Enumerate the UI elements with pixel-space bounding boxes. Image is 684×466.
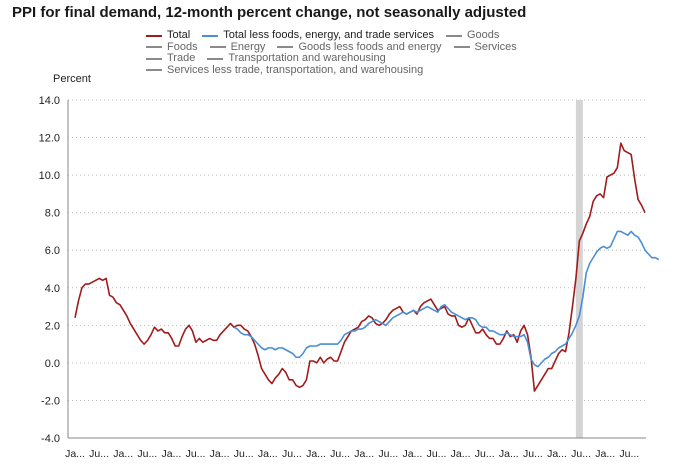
legend-label: Total less foods, energy, and trade serv… — [223, 29, 434, 42]
x-tick-label: Ja... — [65, 448, 85, 460]
x-tick-label: Ju... — [427, 448, 447, 460]
legend-swatch — [146, 57, 162, 60]
x-tick-label: Ja... — [210, 448, 230, 460]
legend-label: Transportation and warehousing — [228, 52, 386, 65]
x-tick-label: Ja... — [499, 448, 519, 460]
x-axis-ticks: Ja... Ju... Ja... Ju... Ja... Ju... Ja... Ju...… — [65, 448, 639, 460]
y-tick-label: 14.0 — [39, 95, 60, 107]
plot-frame — [67, 100, 646, 439]
legend-swatch — [202, 34, 219, 37]
x-tick-label: Ju... — [330, 448, 350, 460]
legend-swatch — [446, 34, 462, 37]
legend-label: Services less trade, transportation, and… — [167, 63, 424, 76]
legend-item[interactable]: Foods — [146, 40, 198, 54]
legend-label: Energy — [230, 40, 266, 53]
legend-label: Total — [167, 29, 191, 42]
x-tick-label: Ja... — [258, 448, 278, 460]
x-tick-label: Ju... — [475, 448, 495, 460]
y-tick-label: -4.0 — [41, 433, 60, 445]
y-tick-label: -2.0 — [41, 395, 60, 407]
legend-swatch — [207, 57, 224, 60]
recession-bar — [575, 100, 583, 438]
legend-item[interactable]: Services — [453, 40, 517, 54]
legend-item[interactable]: Total — [146, 30, 190, 42]
legend-item[interactable]: Goods less foods and energy — [277, 40, 442, 54]
legend-label: Trade — [167, 52, 196, 65]
legend-swatch — [146, 69, 162, 72]
legend-row: Total Total less foods, energy, and trade… — [146, 30, 546, 42]
chart-title: PPI for final demand, 12-month percent c… — [12, 4, 527, 21]
x-tick-label: Ja... — [451, 448, 471, 460]
y-tick-label: 4.0 — [45, 283, 60, 295]
x-tick-label: Ju... — [89, 448, 109, 460]
legend-swatch — [453, 46, 470, 49]
y-tick-label: 2.0 — [45, 320, 60, 332]
y-tick-label: 10.0 — [39, 170, 60, 182]
legend-label: Foods — [167, 40, 198, 53]
y-tick-label: 0.0 — [45, 358, 60, 370]
x-tick-label: Ju... — [378, 448, 398, 460]
legend-swatch — [209, 46, 226, 49]
legend-item[interactable]: Goods — [446, 30, 499, 42]
legend-swatch — [146, 46, 162, 49]
x-tick-label: Ja... — [306, 448, 326, 460]
legend-swatch — [146, 34, 162, 37]
legend-row: Foods Energy Goods less foods and energy Se… — [146, 40, 546, 54]
legend-item[interactable]: Trade — [146, 53, 195, 65]
series-lines — [74, 142, 660, 392]
x-tick-label: Ja... — [354, 448, 374, 460]
legend-swatch — [277, 46, 294, 49]
legend-label: Goods less foods and energy — [298, 40, 442, 53]
series-line-core — [233, 230, 660, 368]
legend-row: Services less trade, transportation, and… — [146, 63, 546, 77]
x-tick-label: Ja... — [113, 448, 133, 460]
legend-item[interactable]: Services less trade, transportation, and… — [146, 63, 424, 77]
y-axis-ticks: 14.0 12.0 10.0 8.0 6.0 4.0 2.0 0.0 -2.0 -4.0 — [39, 95, 60, 445]
legend-item[interactable]: Transportation and warehousing — [207, 52, 386, 65]
legend-item[interactable]: Energy — [209, 40, 266, 54]
x-tick-label: Ja... — [595, 448, 615, 460]
x-tick-label: Ju... — [619, 448, 639, 460]
legend-item[interactable]: Total less foods, energy, and trade serv… — [202, 30, 434, 42]
x-tick-label: Ja... — [402, 448, 422, 460]
legend-row: Trade Transportation and warehousing — [146, 53, 546, 65]
x-tick-label: Ju... — [571, 448, 591, 460]
legend-label: Goods — [467, 29, 500, 42]
x-tick-label: Ju... — [137, 448, 157, 460]
recession-shading — [575, 100, 583, 438]
x-tick-label: Ja... — [161, 448, 181, 460]
y-tick-label: 6.0 — [45, 245, 60, 257]
grid — [68, 99, 646, 401]
x-tick-label: Ju... — [186, 448, 206, 460]
x-tick-label: Ja... — [547, 448, 567, 460]
x-tick-label: Ju... — [234, 448, 254, 460]
series-line-total — [74, 142, 646, 392]
legend: Total Total less foods, energy, and trade… — [146, 30, 546, 76]
x-tick-label: Ju... — [282, 448, 302, 460]
y-tick-label: 12.0 — [39, 133, 60, 145]
x-tick-label: Ju... — [523, 448, 543, 460]
y-tick-label: 8.0 — [45, 208, 60, 220]
y-axis-title: Percent — [53, 73, 91, 85]
legend-label: Services — [474, 40, 517, 53]
